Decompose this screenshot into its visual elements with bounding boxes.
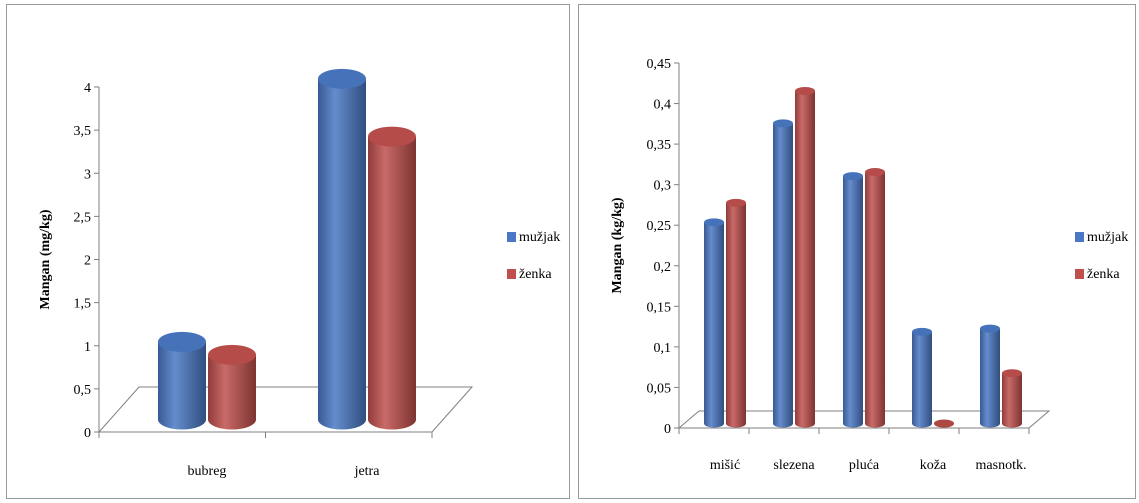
bar-right-pluća-mužjak bbox=[843, 172, 863, 428]
bar-right-koža-ženka bbox=[934, 419, 954, 428]
bar-top bbox=[795, 86, 815, 95]
left-y-tick-label: 3 bbox=[84, 167, 91, 182]
right-y-tick-label: 0,4 bbox=[654, 98, 672, 113]
right-y-tick-label: 0,05 bbox=[647, 381, 672, 396]
bar-body bbox=[980, 328, 1000, 428]
bar-right-mišić-ženka bbox=[726, 198, 746, 428]
left-legend-label: mužjak bbox=[519, 230, 560, 245]
right-legend-label: ženka bbox=[1087, 267, 1120, 282]
right-y-axis-title: Mangan (kg/kg) bbox=[610, 197, 625, 293]
left-category-label: bubreg bbox=[188, 464, 227, 479]
bar-left-jetra-mužjak bbox=[318, 68, 366, 430]
bar-left-bubreg-mužjak bbox=[158, 331, 206, 430]
bar-top bbox=[158, 331, 206, 352]
right-y-tick-label: 0,1 bbox=[654, 341, 672, 356]
bar-body bbox=[773, 123, 793, 428]
right-y-tick-label: 0,25 bbox=[647, 219, 672, 234]
right-y-tick-label: 0,35 bbox=[647, 138, 672, 153]
left-y-tick-label: 0 bbox=[84, 426, 91, 441]
chart-panel-left: 0 0,5 1 1,5 2 2,5 3 3,5 4 bubreg jetra Mangan (mg/k… bbox=[6, 4, 570, 499]
bar-right-slezena-ženka bbox=[795, 86, 815, 428]
right-category-label: slezena bbox=[773, 458, 815, 473]
bar-body bbox=[912, 331, 932, 428]
chart-panel-right: 0 0,05 0,1 0,15 0,2 0,25 0,3 0,35 0,4 0,45 mišić sl… bbox=[578, 4, 1136, 499]
right-category-label: masnotk. bbox=[976, 458, 1027, 473]
bar-top bbox=[980, 324, 1000, 333]
left-y-tick-label: 1 bbox=[84, 340, 91, 355]
bar-left-bubreg-ženka bbox=[208, 344, 256, 430]
bar-top bbox=[934, 419, 954, 428]
bar-body bbox=[368, 136, 416, 430]
right-y-tick-label: 0,15 bbox=[647, 300, 672, 315]
bar-top bbox=[865, 168, 885, 177]
right-y-tick-label: 0,45 bbox=[647, 57, 672, 72]
bar-left-jetra-ženka bbox=[368, 126, 416, 430]
left-y-axis-title: Mangan (mg/kg) bbox=[38, 209, 53, 309]
bar-top bbox=[843, 172, 863, 181]
left-legend-label: ženka bbox=[519, 267, 552, 282]
right-legend-swatch-ženka bbox=[1075, 269, 1084, 279]
bar-right-masnotk.-ženka bbox=[1002, 369, 1022, 428]
left-y-tick-label: 2,5 bbox=[74, 210, 92, 225]
left-legend-swatch-mužjak bbox=[507, 232, 516, 242]
bar-body bbox=[843, 176, 863, 428]
bar-right-mišić-mužjak bbox=[704, 218, 724, 428]
bar-top bbox=[318, 68, 366, 89]
bar-top bbox=[704, 218, 724, 227]
bar-right-koža-mužjak bbox=[912, 327, 932, 428]
right-category-label: pluća bbox=[849, 458, 880, 473]
chart-right: 0 0,05 0,1 0,15 0,2 0,25 0,3 0,35 0,4 0,45 mišić sl… bbox=[610, 57, 1128, 473]
bar-body bbox=[726, 202, 746, 428]
right-legend-label: mužjak bbox=[1087, 230, 1128, 245]
bar-body bbox=[208, 354, 256, 430]
bar-top bbox=[208, 344, 256, 365]
right-category-label: koža bbox=[920, 458, 947, 473]
left-y-tick-label: 4 bbox=[84, 81, 91, 96]
bar-body bbox=[318, 78, 366, 430]
bar-body bbox=[865, 172, 885, 428]
bar-body bbox=[158, 341, 206, 430]
bar-right-pluća-ženka bbox=[865, 168, 885, 428]
right-category-label: mišić bbox=[710, 458, 740, 473]
bar-right-masnotk.-mužjak bbox=[980, 324, 1000, 428]
right-legend-swatch-mužjak bbox=[1075, 232, 1084, 242]
bar-body bbox=[795, 90, 815, 428]
bar-top bbox=[726, 198, 746, 207]
bar-top bbox=[368, 126, 416, 147]
left-y-tick-label: 3,5 bbox=[74, 124, 92, 139]
bar-top bbox=[912, 327, 932, 336]
bar-body bbox=[704, 222, 724, 428]
left-category-label: jetra bbox=[354, 464, 381, 479]
bar-top bbox=[1002, 369, 1022, 378]
right-y-tick-label: 0,2 bbox=[654, 260, 672, 275]
bar-body bbox=[1002, 373, 1022, 428]
left-y-tick-label: 1,5 bbox=[74, 297, 92, 312]
chart-left: 0 0,5 1 1,5 2 2,5 3 3,5 4 bubreg jetra Mangan (mg/k… bbox=[38, 68, 560, 479]
left-y-tick-label: 2 bbox=[84, 254, 91, 269]
bar-right-slezena-mužjak bbox=[773, 119, 793, 428]
left-y-tick-label: 0,5 bbox=[74, 383, 92, 398]
left-legend-swatch-ženka bbox=[507, 269, 516, 279]
bar-top bbox=[773, 119, 793, 128]
right-y-tick-label: 0,3 bbox=[654, 179, 672, 194]
right-y-tick-label: 0 bbox=[664, 422, 671, 437]
left-chart-floor bbox=[97, 386, 474, 433]
